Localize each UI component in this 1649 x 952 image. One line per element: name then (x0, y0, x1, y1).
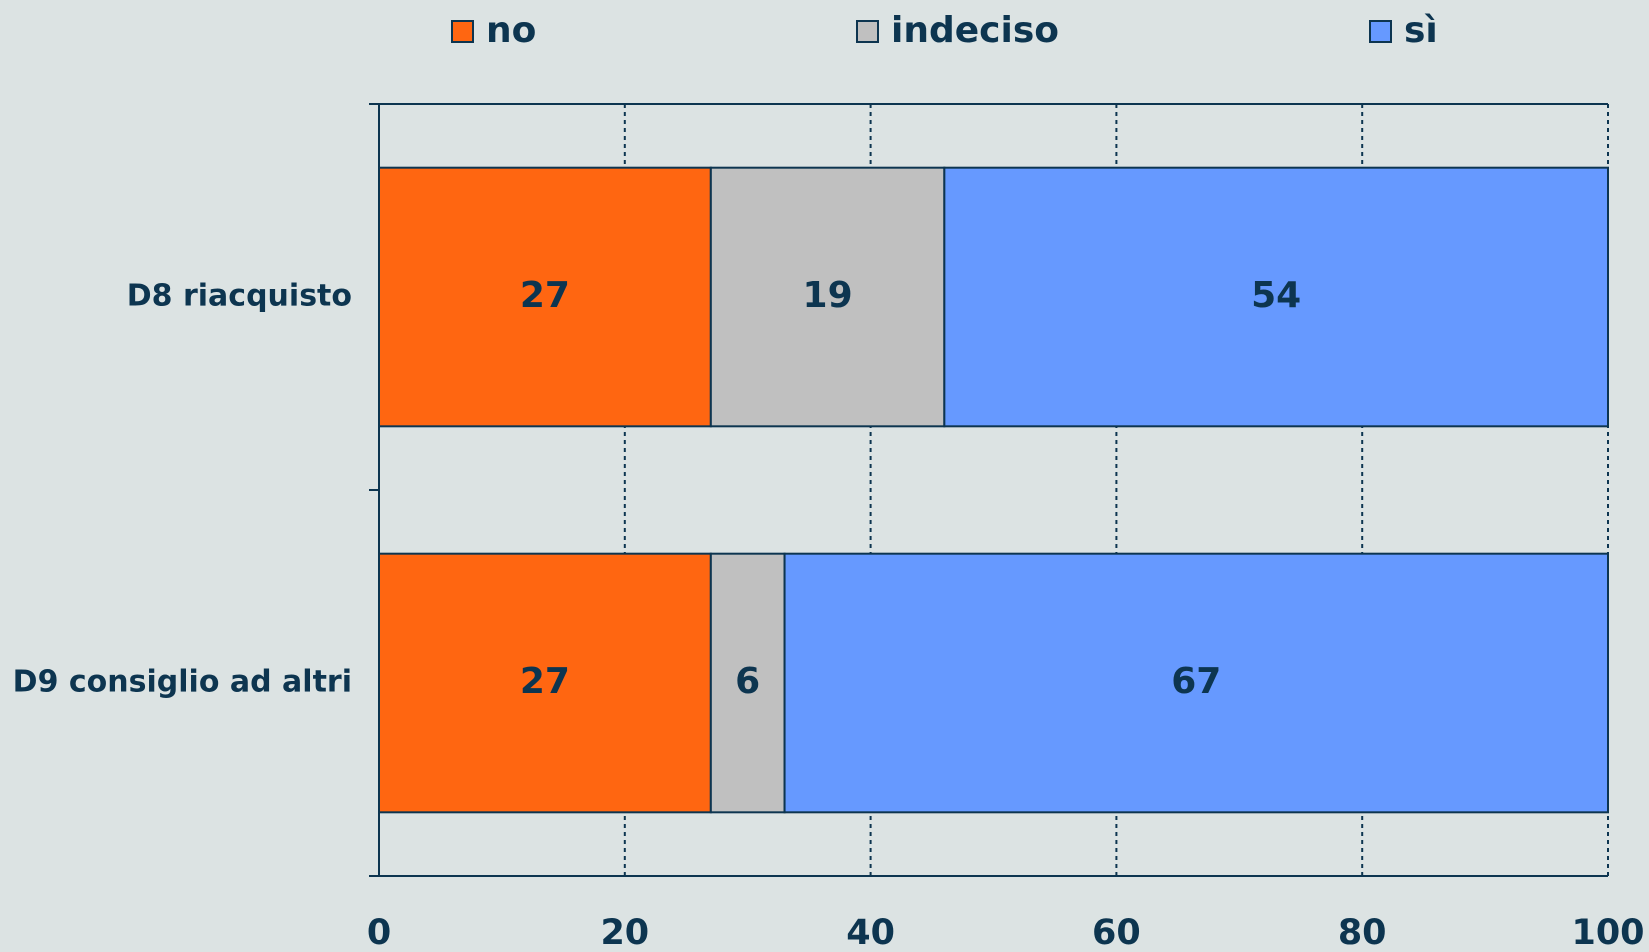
data-label: 19 (803, 275, 853, 316)
data-label: 6 (735, 661, 760, 702)
x-tick-label: 80 (1338, 913, 1387, 952)
x-tick-label: 40 (846, 913, 895, 952)
category-label: D8 riacquisto (127, 279, 352, 314)
legend-label: no (486, 10, 536, 51)
category-label: D9 consiglio ad altri (13, 665, 352, 700)
x-tick-label: 20 (600, 913, 649, 952)
data-label: 67 (1171, 661, 1221, 702)
data-label: 54 (1251, 275, 1301, 316)
bar-segment (783, 552, 1609, 814)
bar-segment (943, 166, 1609, 428)
x-tick-label: 100 (1571, 913, 1644, 952)
data-label: 27 (520, 661, 570, 702)
x-tick-label: 60 (1092, 913, 1141, 952)
legend-label: indeciso (891, 10, 1059, 51)
legend-label: sì (1404, 10, 1438, 51)
legend-swatch (451, 20, 474, 43)
x-tick-label: 0 (367, 913, 391, 952)
legend-swatch (856, 20, 879, 43)
legend-swatch (1369, 20, 1392, 43)
data-label: 27 (520, 275, 570, 316)
